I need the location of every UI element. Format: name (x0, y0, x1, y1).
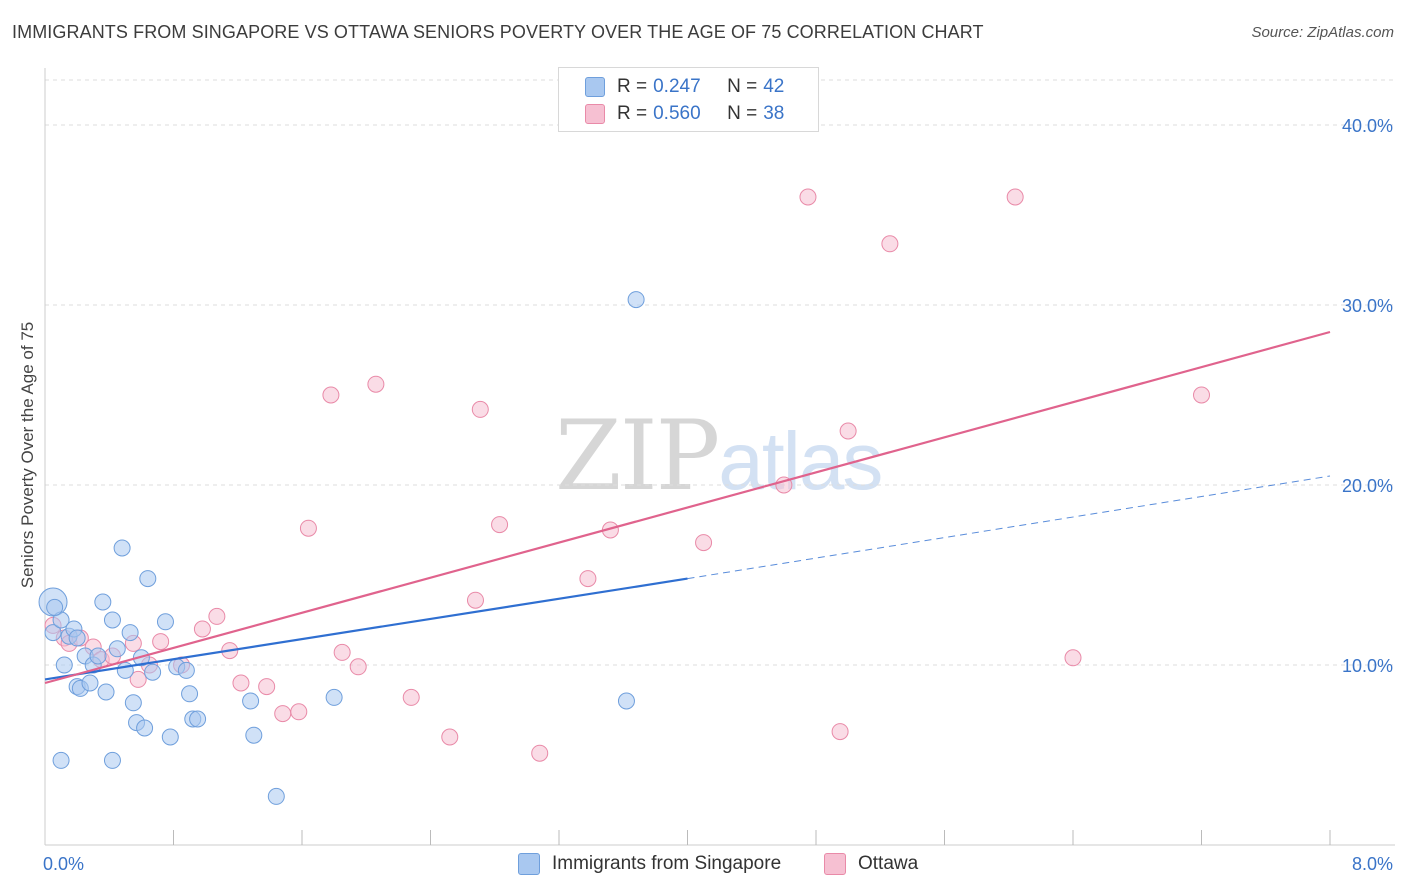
singapore-point (113, 539, 131, 557)
singapore-point (94, 593, 112, 611)
singapore-point (68, 629, 86, 647)
ottawa-point (531, 744, 549, 762)
singapore-point (245, 726, 263, 744)
ottawa-point (152, 633, 170, 651)
bottom-legend-ottawa: Ottawa (824, 852, 918, 876)
singapore-point (103, 611, 121, 629)
singapore-point (617, 692, 635, 710)
ottawa-trendline (44, 330, 1331, 685)
ottawa-point (695, 534, 713, 552)
ottawa-point (441, 728, 459, 746)
correlation-legend: R = 0.247 N = 42 R = 0.560 N = 38 (558, 67, 819, 132)
singapore-trendline (44, 577, 688, 681)
legend-swatch-singapore (585, 77, 605, 97)
legend-r-label: R = (617, 103, 648, 124)
singapore-point (242, 692, 260, 710)
x-tick-label: 0.0% (43, 854, 84, 874)
chart-title: IMMIGRANTS FROM SINGAPORE VS OTTAWA SENI… (12, 22, 984, 42)
legend-n-label: N = (727, 103, 758, 124)
singapore-point (181, 685, 199, 703)
y-tick-label: 40.0% (1342, 116, 1393, 136)
legend-row-singapore: R = 0.247 N = 42 (585, 75, 784, 99)
y-axis-label: Seniors Poverty Over the Age of 75 (18, 321, 37, 589)
bottom-legend-label-ottawa: Ottawa (858, 853, 919, 874)
legend-r-label: R = (617, 76, 648, 97)
singapore-point (627, 291, 645, 309)
singapore-point (108, 640, 126, 658)
ottawa-point (471, 400, 489, 418)
singapore-point (52, 751, 70, 769)
singapore-point (44, 624, 62, 642)
singapore-point (121, 624, 139, 642)
singapore-point (46, 598, 64, 616)
ottawa-point (258, 678, 276, 696)
singapore-point (103, 751, 121, 769)
ottawa-point (839, 422, 857, 440)
y-tick-label: 10.0% (1342, 656, 1393, 676)
y-tick-label: 30.0% (1342, 296, 1393, 316)
legend-n-value: 38 (763, 103, 785, 124)
legend-n-label: N = (727, 76, 758, 97)
y-tick-label: 20.0% (1342, 476, 1393, 496)
ottawa-point (322, 386, 340, 404)
legend-swatch-ottawa (585, 104, 605, 124)
ottawa-point (831, 723, 849, 741)
singapore-point (189, 710, 207, 728)
singapore-trendline-extension (687, 475, 1331, 580)
ottawa-point (349, 658, 367, 676)
legend-row-ottawa: R = 0.560 N = 38 (585, 102, 784, 126)
x-tick-label: 8.0% (1352, 854, 1393, 874)
singapore-point (325, 688, 343, 706)
singapore-point (267, 787, 285, 805)
ottawa-point (1193, 386, 1210, 404)
ottawa-point (232, 674, 250, 692)
legend-r-value: 0.560 (653, 103, 701, 124)
ottawa-point (402, 688, 420, 706)
ottawa-point (491, 516, 509, 534)
ottawa-point (799, 188, 817, 206)
bottom-legend-singapore: Immigrants from Singapore (518, 852, 781, 876)
ottawa-point (193, 620, 211, 638)
singapore-point (161, 728, 179, 746)
singapore-point (156, 613, 174, 631)
bottom-legend-swatch-ottawa (824, 853, 846, 875)
ottawa-point (129, 670, 147, 688)
singapore-point (89, 647, 107, 665)
singapore-point (97, 683, 115, 701)
ottawa-point (1064, 649, 1082, 667)
watermark-zip: ZIP (555, 400, 720, 512)
singapore-point (177, 661, 195, 679)
ottawa-point (1006, 188, 1024, 206)
ottawa-point (208, 607, 226, 625)
ottawa-point (579, 570, 597, 588)
singapore-point (144, 663, 162, 681)
ottawa-point (367, 375, 385, 393)
ottawa-point (274, 705, 292, 723)
ottawa-point (299, 519, 317, 537)
singapore-point (136, 719, 154, 737)
bottom-legend-label-singapore: Immigrants from Singapore (552, 853, 782, 874)
singapore-point (81, 674, 99, 692)
singapore-point (139, 570, 157, 588)
ottawa-point (333, 643, 351, 661)
ottawa-point (290, 703, 308, 721)
source-label: Source: ZipAtlas.com (1251, 24, 1394, 41)
ottawa-point (466, 591, 484, 609)
ottawa-point (881, 235, 899, 253)
legend-r-value: 0.247 (653, 76, 701, 97)
singapore-point (55, 656, 73, 674)
bottom-legend-swatch-singapore (518, 853, 540, 875)
singapore-point (116, 661, 134, 679)
singapore-point (124, 694, 142, 712)
legend-n-value: 42 (763, 76, 785, 97)
